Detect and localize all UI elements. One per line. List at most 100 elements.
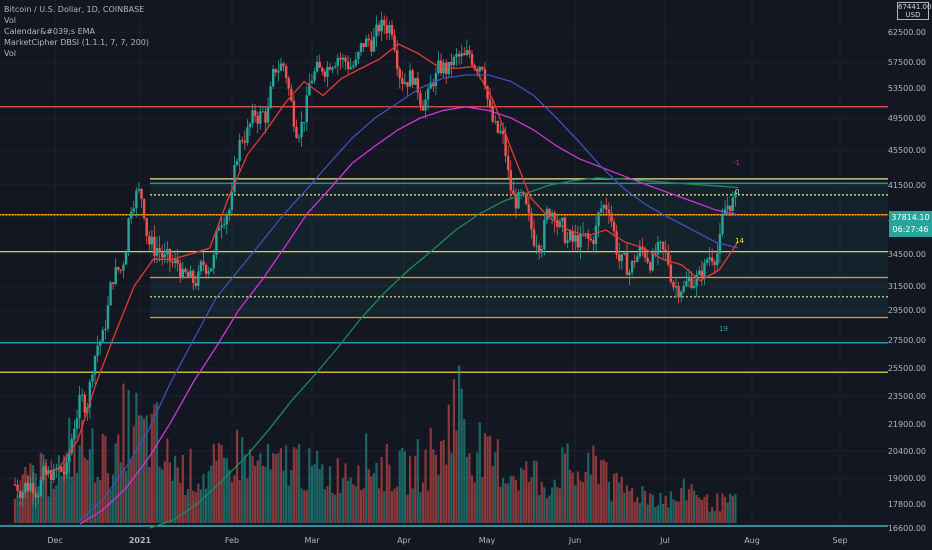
candle-body-219 (579, 234, 582, 248)
candle-body-127 (341, 57, 345, 60)
volume-bar-271 (713, 511, 716, 523)
volume-bar-214 (566, 443, 569, 523)
candle-body-182 (483, 69, 487, 87)
volume-bar-220 (581, 482, 585, 523)
candle-body-276 (726, 205, 729, 210)
volume-bar-49 (140, 415, 143, 523)
price-tick-15: 19000.00 (888, 474, 926, 483)
time-label-1: 2021 (129, 536, 152, 545)
price-tick-3: 49500.00 (888, 114, 926, 123)
candle-body-179 (476, 69, 479, 72)
candle-body-155 (414, 78, 417, 85)
axis-unit-label: USD (905, 11, 921, 19)
indicator-dbsi[interactable]: MarketCipher DBSI (1.1.1, 7, 7, 200) (4, 38, 150, 47)
volume-bar-275 (723, 496, 727, 523)
time-label-4: Apr (397, 536, 412, 545)
candle-body-198 (525, 194, 528, 205)
candle-body-75 (207, 271, 210, 274)
candle-body-167 (445, 62, 448, 75)
candle-body-124 (333, 66, 337, 68)
candle-body-76 (210, 268, 213, 272)
indicator-ema[interactable]: Calendar&#039;s EMA (4, 27, 96, 36)
candle-body-151 (403, 82, 407, 84)
candle-body-164 (437, 60, 440, 74)
volume-bar-225 (594, 455, 598, 523)
volume-bar-199 (527, 481, 530, 523)
candle-body-192 (509, 170, 512, 191)
candle-body-95 (259, 111, 262, 124)
indicator-vol[interactable]: Vol (4, 16, 16, 25)
candle-body-253 (667, 250, 670, 265)
volume-bar-108 (292, 447, 295, 523)
volume-bar-223 (589, 474, 592, 523)
candle-body-232 (612, 221, 616, 232)
volume-bar-96 (261, 465, 264, 523)
volume-bar-61 (171, 480, 174, 523)
volume-bar-74 (204, 488, 208, 523)
candle-body-23 (73, 428, 76, 439)
candle-body-122 (328, 66, 332, 70)
volume-bar-208 (550, 487, 554, 523)
volume-bar-148 (396, 486, 399, 523)
candle-body-105 (284, 66, 288, 79)
candle-body-25 (78, 395, 81, 419)
candle-body-51 (145, 218, 148, 237)
candle-body-79 (217, 227, 221, 231)
candle-body-193 (512, 190, 515, 195)
volume-bar-104 (282, 470, 285, 523)
candle-body-40 (117, 267, 120, 270)
volume-bar-77 (212, 444, 215, 523)
candle-body-65 (181, 269, 185, 278)
volume-bar-240 (633, 502, 636, 523)
volume-bar-91 (248, 448, 252, 523)
volume-bar-161 (429, 427, 432, 523)
volume-bar-147 (393, 488, 396, 523)
volume-bar-60 (168, 462, 172, 523)
candle-body-38 (111, 282, 115, 284)
volume-bar-56 (158, 467, 161, 523)
volume-bar-201 (532, 460, 536, 523)
candle-body-129 (346, 61, 350, 70)
volume-bar-44 (127, 390, 130, 523)
price-tick-4: 45500.00 (888, 146, 926, 155)
axis-unit-badge[interactable]: 67441.00 USD (897, 2, 931, 20)
time-label-0: Dec (47, 536, 62, 545)
volume-bar-153 (408, 456, 412, 523)
indicator-vol-2[interactable]: Vol (4, 49, 16, 58)
candle-body-50 (142, 198, 146, 219)
price-axis-panel[interactable] (888, 0, 932, 550)
volume-bar-127 (341, 478, 345, 523)
candle-body-16 (55, 468, 58, 470)
candle-body-90 (246, 127, 249, 143)
volume-bar-106 (287, 485, 290, 523)
ema-fast-line (39, 43, 739, 479)
volume-bar-57 (161, 469, 164, 523)
candle-body-64 (179, 263, 182, 278)
candle-body-57 (160, 251, 164, 258)
volume-bar-72 (199, 489, 203, 523)
candle-body-146 (390, 24, 394, 36)
candle-body-141 (377, 24, 381, 32)
volume-bar-25 (78, 445, 81, 523)
candle-body-256 (674, 286, 678, 288)
volume-bar-172 (458, 365, 461, 523)
candle-body-80 (220, 225, 223, 228)
volume-bar-226 (597, 483, 600, 523)
candle-body-174 (463, 53, 466, 56)
grid (0, 0, 888, 529)
candle-body-97 (264, 111, 267, 123)
volume-bar-20 (65, 452, 68, 523)
volume-bar-89 (243, 454, 246, 523)
volume-bar-111 (300, 488, 303, 523)
volume-bar-76 (210, 465, 213, 523)
candle-body-116 (313, 71, 316, 81)
volume-bar-180 (478, 422, 481, 523)
candle-body-114 (308, 83, 311, 96)
volume-bar-269 (708, 511, 711, 523)
volume-bar-194 (514, 479, 518, 523)
time-label-9: Sep (832, 536, 847, 545)
candle-body-152 (406, 82, 409, 87)
volume-bar-152 (406, 494, 409, 523)
volume-bar-253 (667, 507, 670, 523)
